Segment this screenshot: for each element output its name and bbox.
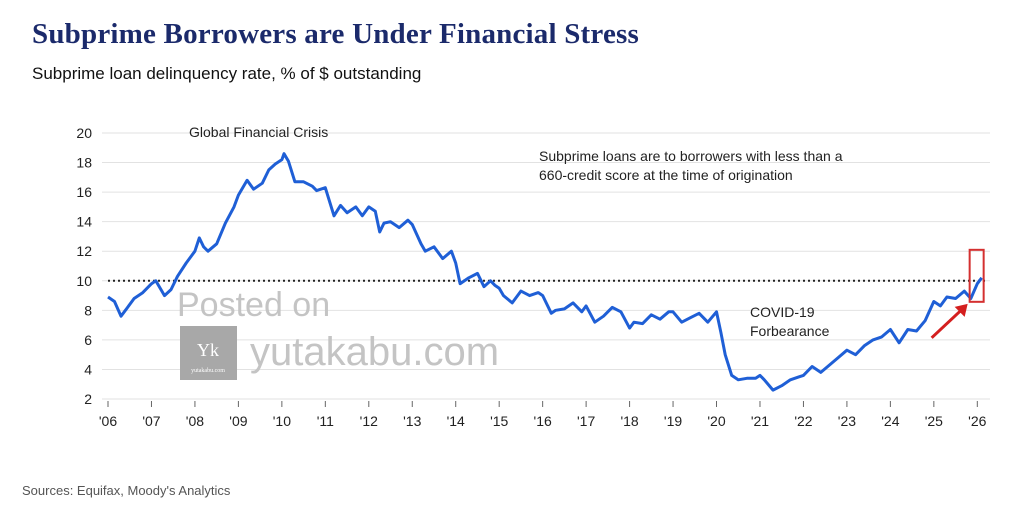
x-tick-label: '21	[751, 413, 769, 429]
y-tick-label: 14	[76, 214, 92, 230]
annotation-forbearance: Forbearance	[750, 323, 830, 339]
x-tick-label: '10	[273, 413, 291, 429]
y-tick-label: 8	[84, 302, 92, 318]
x-tick-label: '24	[881, 413, 899, 429]
x-tick-label: '09	[229, 413, 247, 429]
y-tick-label: 18	[76, 155, 92, 171]
source-note: Sources: Equifax, Moody's Analytics	[22, 483, 231, 498]
x-tick-label: '19	[664, 413, 682, 429]
grid-lines	[102, 132, 990, 400]
y-tick-label: 2	[84, 391, 92, 407]
y-tick-label: 20	[76, 125, 92, 141]
watermark-logo-letter: Yk	[197, 340, 219, 360]
watermark-logo-caption: yutakabu.com	[191, 368, 225, 374]
x-tick-label: '17	[577, 413, 595, 429]
series-line	[107, 152, 983, 392]
arrow-shaft	[930, 307, 964, 339]
watermark-logo	[180, 326, 237, 380]
x-tick-label: '16	[534, 413, 552, 429]
x-tick-label: '23	[838, 413, 856, 429]
x-tick-label: '18	[620, 413, 638, 429]
y-tick-label: 6	[84, 332, 92, 348]
y-tick-label: 12	[76, 243, 92, 259]
x-tick-label: '07	[142, 413, 160, 429]
y-tick-label: 16	[76, 184, 92, 200]
highlight-box	[968, 248, 985, 303]
arrow-head	[954, 303, 968, 317]
watermark: Posted on Yk yutakabu.com yutakabu.com	[177, 286, 499, 380]
y-tick-label: 4	[84, 361, 92, 377]
x-tick-label: '25	[925, 413, 943, 429]
annotation-covid: COVID-19	[750, 304, 815, 320]
red-arrow-icon	[930, 303, 968, 339]
annotation-gfc: Global Financial Crisis	[189, 124, 328, 140]
x-tick-label: '06	[99, 413, 117, 429]
x-tick-label: '15	[490, 413, 508, 429]
x-tick-label: '20	[707, 413, 725, 429]
watermark-line2: yutakabu.com	[250, 330, 499, 374]
x-tick-label: '26	[968, 413, 986, 429]
chart-title: Subprime Borrowers are Under Financial S…	[32, 18, 639, 50]
x-tick-label: '13	[403, 413, 421, 429]
x-tick-label: '12	[360, 413, 378, 429]
x-tick-label: '11	[317, 413, 334, 429]
annotation-subprime-line2: 660-credit score at the time of originat…	[539, 167, 793, 183]
x-tick-label: '08	[186, 413, 204, 429]
y-axis: 2 4 6 8 10 12 14 16 18 20	[76, 125, 92, 407]
annotation-subprime-line1: Subprime loans are to borrowers with les…	[539, 148, 843, 164]
watermark-line1: Posted on	[177, 286, 330, 324]
y-tick-label: 10	[76, 273, 92, 289]
chart-subtitle: Subprime loan delinquency rate, % of $ o…	[32, 64, 422, 83]
x-tick-label: '14	[447, 413, 465, 429]
x-axis: '06 '07 '08 '09 '10 '11 '12 '13 '14 '15 '16 '17 '18 '…	[99, 401, 987, 429]
x-tick-label: '22	[794, 413, 812, 429]
